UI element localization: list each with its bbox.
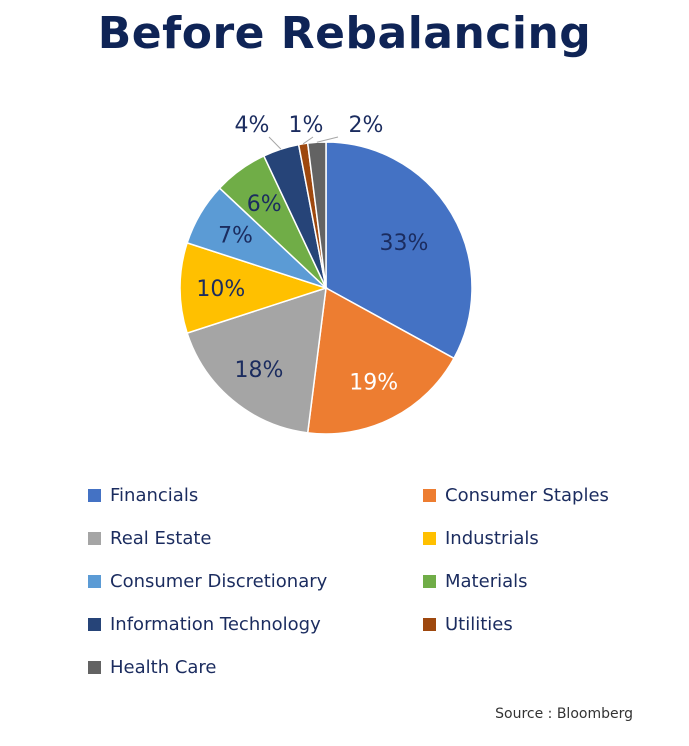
legend-label: Consumer Discretionary <box>110 570 328 592</box>
legend-label: Financials <box>110 484 199 506</box>
legend-item-financials: Financials <box>88 484 423 506</box>
legend-item-consumer-staples: Consumer Staples <box>423 484 643 506</box>
leader-line-information-technology <box>268 136 282 150</box>
data-label-consumer-discretionary: 7% <box>218 223 253 248</box>
data-label-materials: 6% <box>247 192 282 217</box>
pie-slice-industrials <box>179 241 329 335</box>
data-label-health-care: 2% <box>349 113 384 138</box>
legend-swatch <box>423 488 436 502</box>
legend-label: Materials <box>445 570 528 592</box>
chart-legend: Financials Consumer Staples Real Estate Ind… <box>88 484 643 678</box>
legend-item-real-estate: Real Estate <box>88 527 423 549</box>
legend-swatch <box>88 617 101 631</box>
pie-chart: 33% 19% 18% 10% 7% 6% 4% 1% 2% <box>179 113 473 435</box>
legend-swatch <box>88 660 101 674</box>
legend-label: Industrials <box>445 527 539 549</box>
data-label-financials: 33% <box>379 231 428 256</box>
legend-label: Health Care <box>110 656 217 678</box>
legend-label: Information Technology <box>110 613 321 635</box>
legend-label: Consumer Staples <box>445 484 609 506</box>
legend-item-materials: Materials <box>423 570 643 592</box>
legend-item-health-care: Health Care <box>88 656 423 678</box>
legend-item-industrials: Industrials <box>423 527 643 549</box>
source-note: Source : Bloomberg <box>495 706 633 722</box>
pie-slice-health-care <box>306 141 327 289</box>
data-label-utilities: 1% <box>289 113 324 138</box>
legend-swatch <box>423 617 436 631</box>
legend-swatch <box>88 488 101 502</box>
data-label-consumer-staples: 19% <box>349 371 398 396</box>
data-label-information-technology: 4% <box>235 113 270 138</box>
legend-label: Real Estate <box>110 527 212 549</box>
data-label-industrials: 10% <box>196 277 245 302</box>
pie-slice-financials <box>325 141 473 360</box>
legend-item-information-technology: Information Technology <box>88 613 423 635</box>
pie-slice-consumer-staples <box>306 286 455 435</box>
legend-item-consumer-discretionary: Consumer Discretionary <box>88 570 423 592</box>
pie-slice-real-estate <box>186 286 327 434</box>
legend-label: Utilities <box>445 613 513 635</box>
leader-line-health-care <box>316 136 339 143</box>
legend-swatch <box>88 574 101 588</box>
legend-swatch <box>88 531 101 545</box>
leader-line-utilities <box>302 136 314 145</box>
legend-item-utilities: Utilities <box>423 613 643 635</box>
legend-swatch <box>423 531 436 545</box>
legend-swatch <box>423 574 436 588</box>
data-label-real-estate: 18% <box>235 358 284 383</box>
chart-title: Before Rebalancing <box>97 8 592 59</box>
